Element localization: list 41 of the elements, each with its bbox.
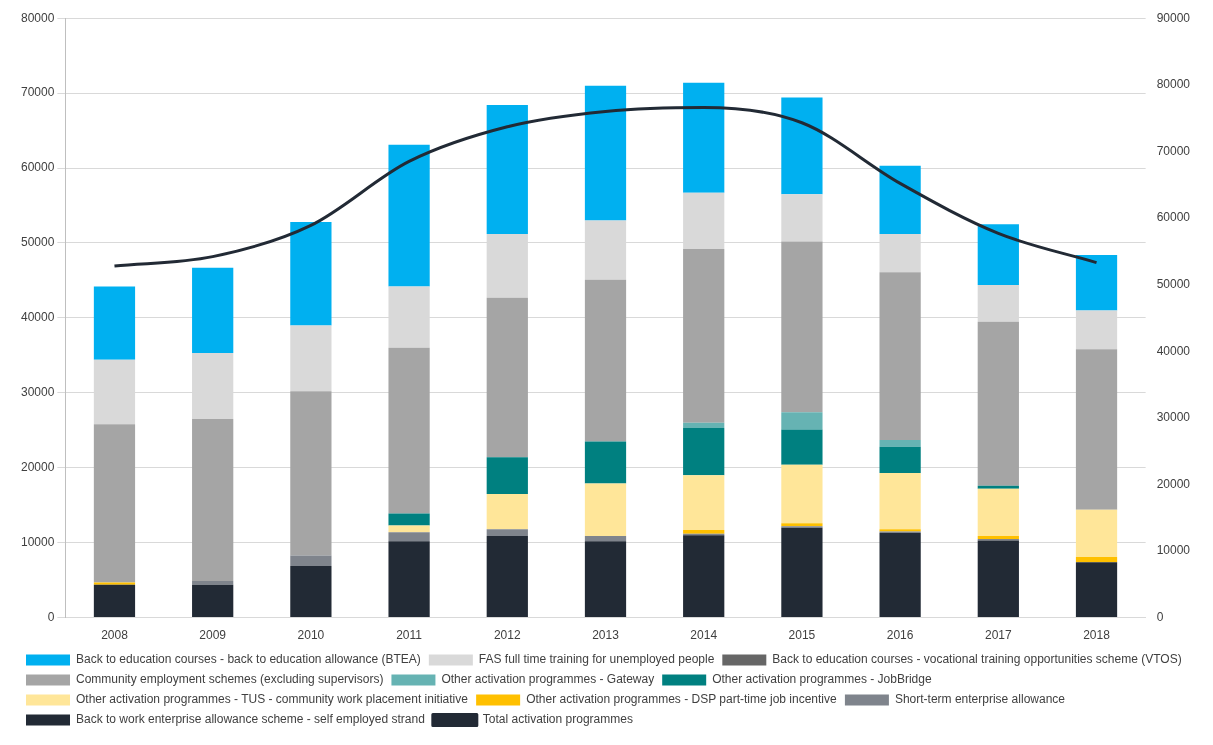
x-tick-label: 2018	[1083, 628, 1111, 643]
y2-tick-label: 50000	[1156, 276, 1191, 291]
y-tick-label: 20000	[20, 460, 55, 475]
y2-tick-label: 30000	[1156, 410, 1191, 425]
y-tick-label: 50000	[20, 235, 55, 250]
legend-label: Back to work enterprise allowance scheme - self employed strand	[76, 712, 425, 727]
y2-tick-label: 80000	[1156, 77, 1191, 92]
x-tick-label: 2014	[690, 628, 718, 643]
x-tick-label: 2015	[788, 628, 816, 643]
legend-label: Short-term enterprise allowance	[894, 692, 1066, 707]
x-tick-label: 2012	[493, 628, 521, 643]
legend-label: Other activation programmes - Gateway	[441, 672, 655, 687]
x-tick-label: 2011	[396, 628, 423, 643]
x-tick-label: 2010	[297, 628, 325, 643]
y-tick-label: 30000	[20, 385, 55, 400]
legend-label: Other activation programmes - DSP part-time job incentive	[526, 692, 838, 707]
y2-tick-label: 70000	[1156, 143, 1191, 158]
x-tick-label: 2013	[592, 628, 620, 643]
legend-label: Other activation programmes - TUS - community work placement initiative	[76, 692, 469, 707]
x-tick-label: 2017	[984, 628, 1012, 643]
x-tick-label: 2016	[886, 628, 914, 643]
y2-tick-label: 10000	[1156, 543, 1191, 558]
legend-label: FAS full time training for unemployed people	[478, 652, 715, 667]
y-tick-label: 80000	[20, 10, 55, 25]
legend-label: Back to education courses - back to education allowance (BTEA)	[76, 652, 421, 667]
y2-tick-label: 60000	[1156, 210, 1191, 225]
legend-label: Total activation programmes	[482, 712, 633, 727]
legend-label: Other activation programmes - JobBridge	[712, 672, 932, 687]
y2-tick-label: 20000	[1156, 476, 1191, 491]
y-tick-label: 10000	[20, 534, 55, 549]
y-tick-label: 70000	[20, 85, 55, 100]
y-tick-label: 60000	[20, 160, 55, 175]
y-tick-label: 0	[47, 609, 55, 624]
y2-tick-label: 0	[1156, 609, 1164, 624]
y2-tick-label: 40000	[1156, 343, 1191, 358]
y-tick-label: 40000	[20, 310, 55, 325]
x-tick-label: 2009	[199, 628, 227, 643]
legend-label: Back to education courses - vocational training opportunities scheme (VTOS)	[772, 652, 1182, 667]
y2-tick-label: 90000	[1156, 10, 1191, 25]
x-tick-label: 2008	[101, 628, 129, 643]
legend-label: Community employment schemes (excluding supervisors)	[76, 672, 384, 687]
